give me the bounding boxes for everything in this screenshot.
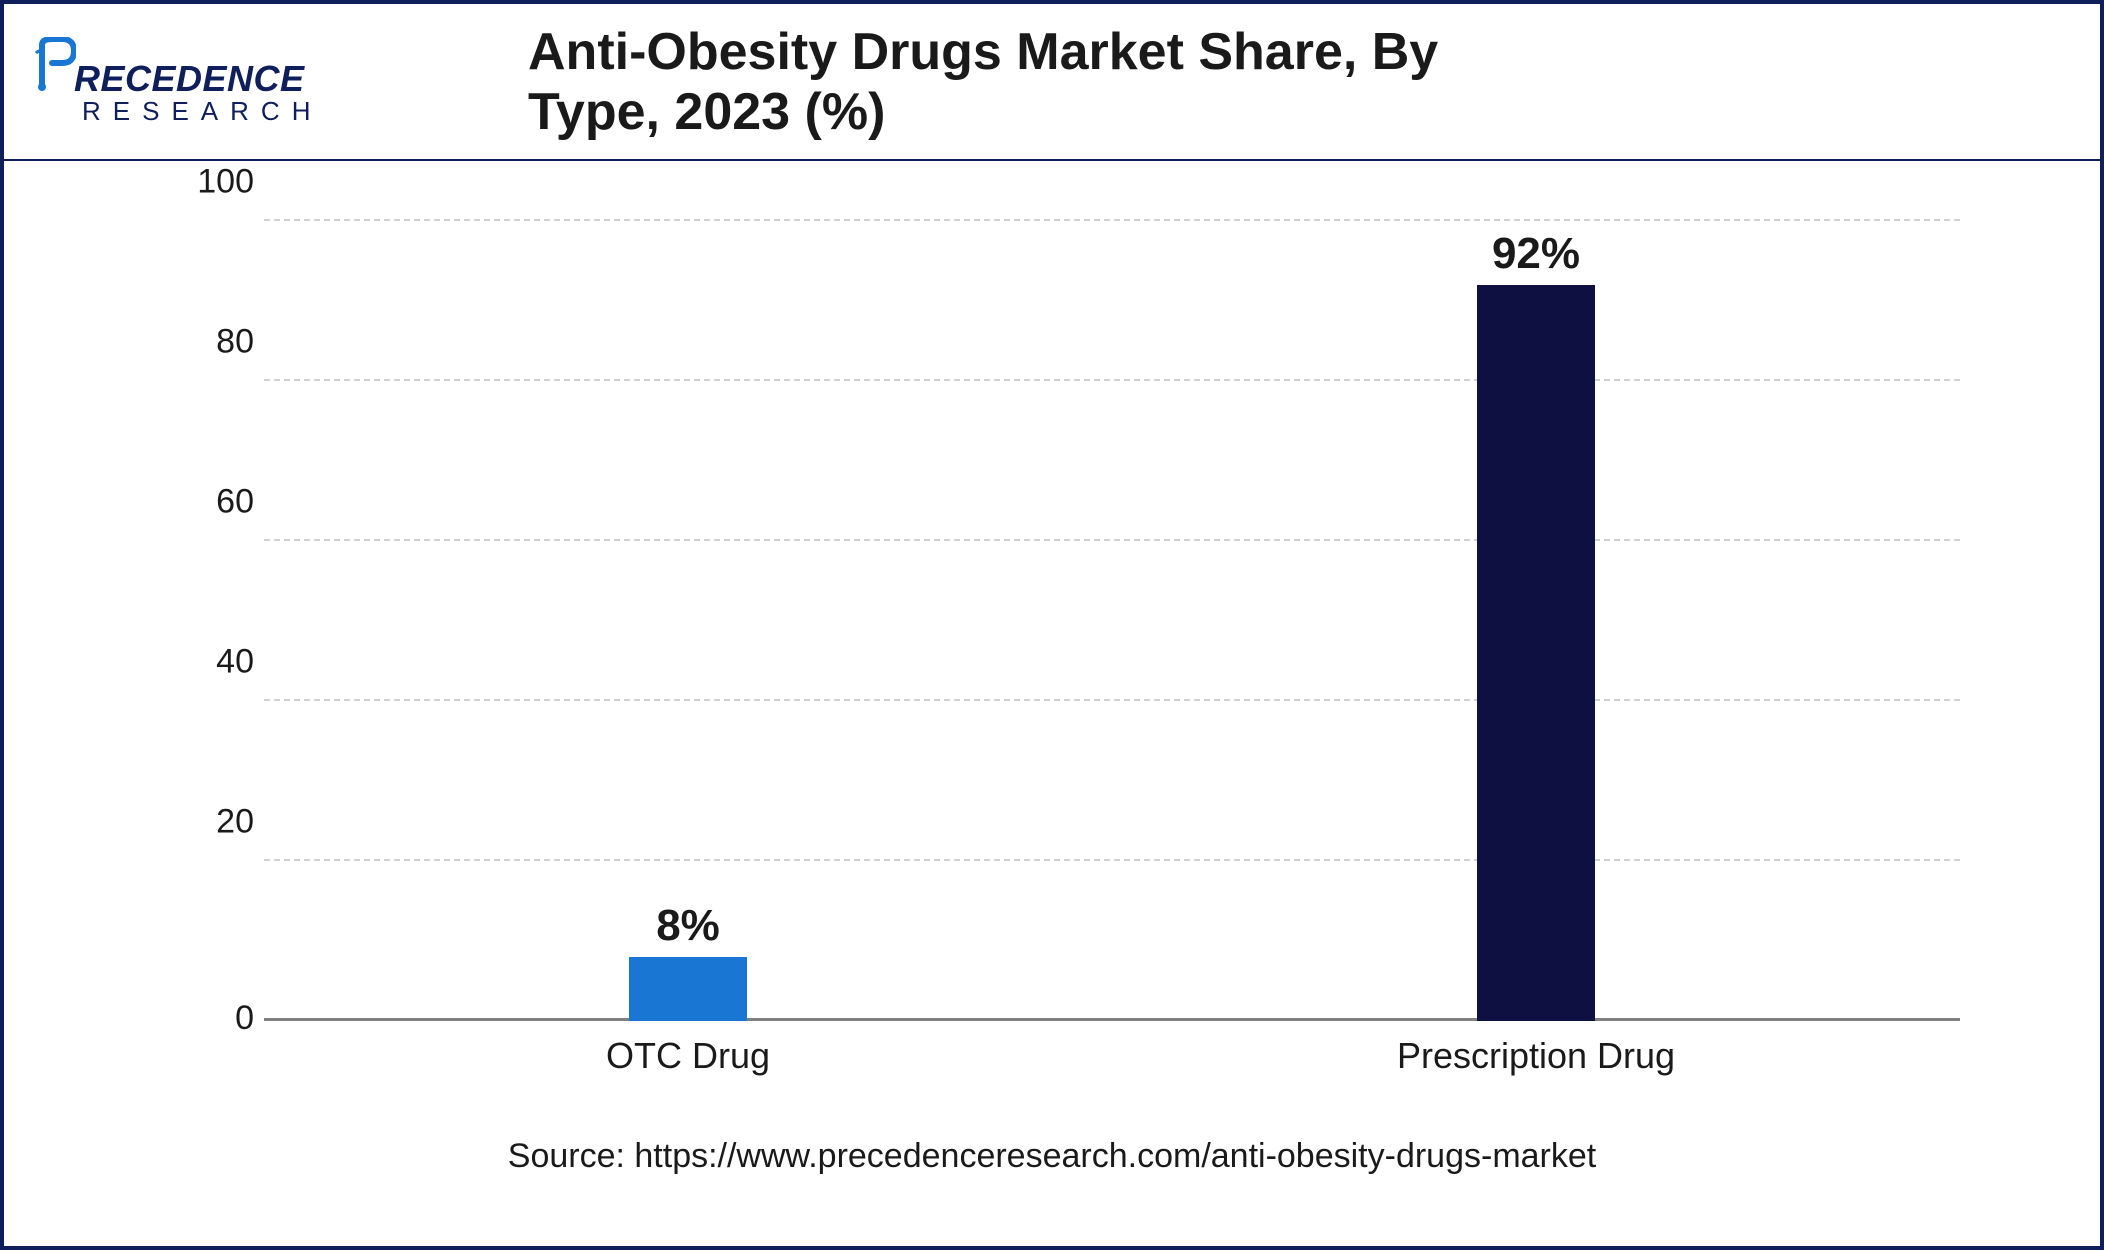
brand-logo: RECEDENCE RESEARCH xyxy=(34,37,322,127)
logo-p-icon xyxy=(34,37,76,91)
chart-title: Anti-Obesity Drugs Market Share, By Type… xyxy=(528,22,1576,142)
logo-text-top: RECEDENCE xyxy=(74,58,305,100)
y-tick-1: 20 xyxy=(216,803,254,842)
source-text: Source: https://www.precedenceresearch.c… xyxy=(94,1077,2010,1216)
bar-label-otc: 8% xyxy=(656,901,720,951)
y-tick-2: 40 xyxy=(216,643,254,682)
y-axis: 0 20 40 60 80 100 xyxy=(174,221,254,1021)
y-tick-3: 60 xyxy=(216,483,254,522)
logo-main-row: RECEDENCE xyxy=(34,37,305,100)
y-tick-5: 100 xyxy=(197,163,254,202)
logo-text-bottom: RESEARCH xyxy=(82,96,322,127)
bar-otc xyxy=(629,957,747,1021)
x-label-otc: OTC Drug xyxy=(264,1035,1112,1077)
bar-prescription xyxy=(1477,285,1595,1021)
y-tick-0: 0 xyxy=(235,999,254,1038)
header: RECEDENCE RESEARCH Anti-Obesity Drugs Ma… xyxy=(4,4,2100,161)
bar-slot-otc: 8% xyxy=(264,221,1112,1021)
chart-frame: RECEDENCE RESEARCH Anti-Obesity Drugs Ma… xyxy=(0,0,2104,1250)
plot-area: 0 20 40 60 80 100 8% 92% xyxy=(264,221,1960,1021)
bar-label-prescription: 92% xyxy=(1492,229,1580,279)
bar-slot-prescription: 92% xyxy=(1112,221,1960,1021)
x-axis-labels: OTC Drug Prescription Drug xyxy=(264,1035,1960,1077)
chart-area: 0 20 40 60 80 100 8% 92% xyxy=(4,161,2100,1246)
bars-layer: 8% 92% xyxy=(264,221,1960,1021)
x-label-prescription: Prescription Drug xyxy=(1112,1035,1960,1077)
y-tick-4: 80 xyxy=(216,323,254,362)
